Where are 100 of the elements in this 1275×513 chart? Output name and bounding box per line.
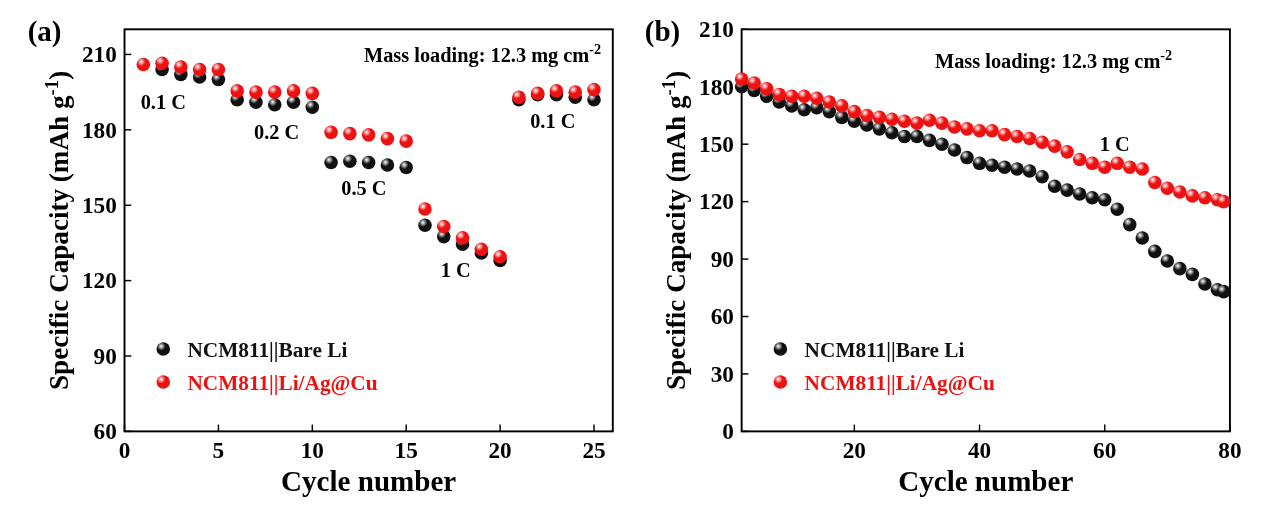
point xyxy=(997,127,1012,142)
y-tick-label: 120 xyxy=(699,188,734,215)
point xyxy=(897,114,912,128)
point xyxy=(1022,131,1037,146)
point xyxy=(267,85,282,99)
point xyxy=(1216,194,1231,209)
point xyxy=(399,134,413,148)
point xyxy=(835,99,849,113)
point xyxy=(361,155,376,170)
point xyxy=(1035,169,1049,184)
point xyxy=(847,104,862,119)
x-tick-label: 20 xyxy=(842,437,866,464)
point xyxy=(947,120,962,134)
point xyxy=(1047,139,1062,153)
point xyxy=(305,86,320,101)
point xyxy=(343,126,357,141)
y-tick-label: 0 xyxy=(722,418,734,445)
chart-title: (a) xyxy=(27,14,62,48)
point xyxy=(436,219,451,234)
point xyxy=(174,60,188,74)
chart-title: (b) xyxy=(644,14,681,48)
point xyxy=(1198,277,1212,291)
point xyxy=(361,128,376,142)
y-tick-label: 210 xyxy=(81,41,117,68)
point xyxy=(947,143,962,157)
point xyxy=(1160,181,1175,195)
annotation: 1 C xyxy=(440,259,471,282)
y-tick-label: 210 xyxy=(699,16,734,43)
point xyxy=(286,95,301,109)
legend-label: NCM811||Li/Ag@Cu xyxy=(187,370,378,395)
point xyxy=(267,97,282,112)
point xyxy=(305,100,320,114)
x-tick-label: 10 xyxy=(300,437,324,464)
y-tick-label: 180 xyxy=(699,73,734,100)
point xyxy=(474,242,489,256)
annotation: Mass loading: 12.3 mg cm$^{-2}$ xyxy=(935,47,1173,74)
annotation: 1 C xyxy=(1099,133,1130,156)
y-tick-label: 60 xyxy=(93,418,117,445)
point xyxy=(1185,267,1200,282)
point xyxy=(1047,179,1062,194)
annotation: 0.5 C xyxy=(341,176,387,199)
point xyxy=(249,85,263,99)
point xyxy=(860,108,874,123)
point xyxy=(1110,202,1125,217)
point xyxy=(343,154,357,169)
annotation: 0.1 C xyxy=(140,90,186,113)
point xyxy=(549,84,564,98)
point xyxy=(493,249,507,264)
x-tick-label: 40 xyxy=(967,437,992,464)
point xyxy=(872,122,887,136)
point xyxy=(910,116,924,130)
point xyxy=(797,102,812,117)
point xyxy=(324,155,338,170)
point xyxy=(872,110,887,125)
point xyxy=(192,62,207,77)
y-tick-label: 90 xyxy=(710,245,734,272)
legend-label: NCM811||Li/Ag@Cu xyxy=(804,370,995,395)
y-tick-label: 150 xyxy=(81,191,117,218)
point xyxy=(1060,183,1074,197)
point xyxy=(1122,160,1137,174)
annotation: 0.2 C xyxy=(254,120,300,143)
point xyxy=(1060,145,1074,159)
point xyxy=(136,57,151,72)
y-tick-label: 30 xyxy=(710,360,734,387)
point xyxy=(922,133,937,148)
point xyxy=(1122,217,1137,232)
point xyxy=(734,72,749,86)
point xyxy=(1198,191,1212,205)
point xyxy=(972,156,987,171)
x-axis-title: Cycle number xyxy=(898,465,1074,498)
point xyxy=(155,56,169,71)
y-tick-label: 180 xyxy=(81,116,117,143)
point xyxy=(286,84,301,98)
point xyxy=(230,84,244,98)
point xyxy=(1216,284,1231,299)
point xyxy=(1010,129,1024,144)
point xyxy=(324,125,338,140)
point xyxy=(455,231,470,245)
point xyxy=(759,81,774,96)
point xyxy=(985,124,999,138)
point xyxy=(985,158,999,173)
point xyxy=(772,87,786,102)
point xyxy=(1148,175,1162,190)
point xyxy=(885,112,899,127)
point xyxy=(797,89,812,104)
point xyxy=(1173,261,1187,276)
point xyxy=(997,160,1012,174)
point xyxy=(822,95,837,109)
point xyxy=(784,89,799,104)
point xyxy=(1072,152,1087,167)
point xyxy=(211,62,226,77)
point xyxy=(1160,254,1175,268)
point xyxy=(922,113,937,128)
x-tick-label: 15 xyxy=(394,437,418,464)
legend-label: NCM811||Bare Li xyxy=(187,337,348,362)
y-tick-label: 150 xyxy=(699,130,734,157)
point xyxy=(747,76,761,90)
point xyxy=(1072,187,1087,201)
x-axis-title: Cycle number xyxy=(281,465,457,498)
point xyxy=(935,137,949,151)
